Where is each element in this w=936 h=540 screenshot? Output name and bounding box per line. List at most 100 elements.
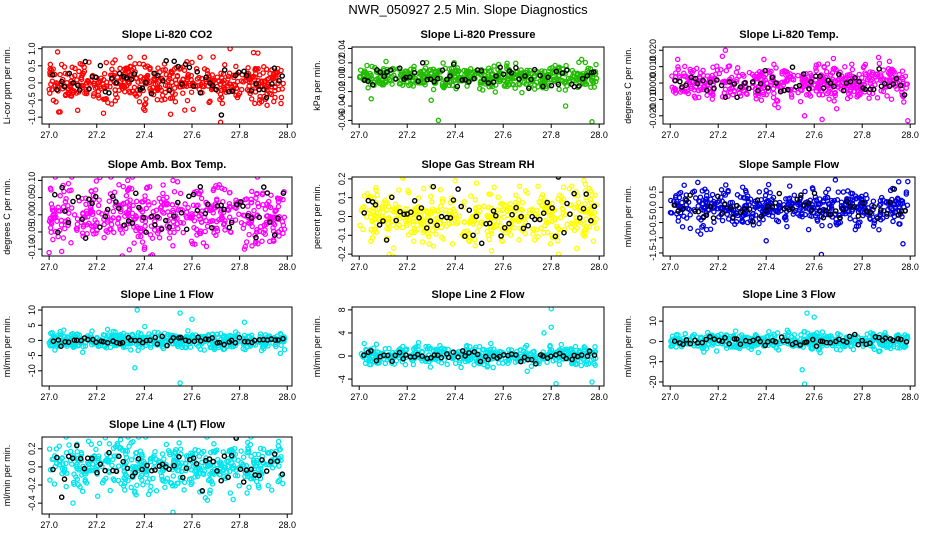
overlay-point	[776, 190, 783, 197]
overlay-point	[874, 215, 881, 222]
data-point	[112, 91, 119, 98]
outlier-point	[830, 55, 837, 62]
data-point	[182, 201, 188, 207]
panel-title: Slope Line 1 Flow	[121, 289, 214, 301]
overlay-point	[113, 199, 119, 205]
data-point	[465, 237, 472, 243]
data-point	[730, 333, 737, 339]
data-point	[533, 226, 540, 233]
overlay-point	[801, 202, 807, 208]
data-point	[440, 60, 446, 66]
data-point	[106, 198, 113, 204]
overlay-point	[79, 216, 85, 223]
data-point	[679, 224, 686, 230]
data-point	[410, 66, 417, 73]
x-tick-label: 27.4	[136, 130, 154, 140]
data-point	[169, 202, 176, 208]
data-point	[827, 222, 833, 229]
overlay-point	[552, 233, 559, 240]
data-point	[441, 84, 447, 91]
overlay-point	[142, 79, 149, 86]
data-point	[791, 331, 798, 338]
overlay-point	[377, 69, 384, 75]
data-point	[672, 87, 678, 94]
data-point	[585, 65, 591, 72]
data-point	[227, 81, 234, 87]
data-point	[167, 111, 174, 117]
overlay-point	[528, 356, 535, 363]
data-point	[142, 323, 148, 330]
data-point	[758, 335, 764, 342]
overlay-point	[58, 343, 64, 350]
y-tick-label: 0.010	[648, 55, 658, 78]
overlay-point	[75, 194, 82, 200]
overlay-point	[408, 209, 414, 215]
data-point	[750, 213, 756, 220]
data-point	[156, 234, 163, 241]
scatter-points	[668, 310, 911, 386]
data-point	[123, 343, 129, 350]
overlay-point	[490, 208, 497, 214]
data-point	[535, 183, 541, 190]
data-point	[498, 237, 505, 244]
data-point	[528, 70, 534, 77]
overlay-point	[800, 71, 807, 77]
data-point	[438, 224, 445, 231]
data-point	[203, 218, 209, 224]
data-point	[877, 201, 884, 207]
overlay-point	[518, 358, 524, 365]
data-point	[252, 240, 259, 246]
data-point	[852, 193, 859, 199]
data-point	[279, 218, 286, 225]
data-point	[257, 333, 263, 340]
data-point	[420, 185, 427, 192]
overlay-point	[694, 80, 701, 87]
data-point	[193, 66, 200, 72]
outlier-point	[177, 310, 183, 316]
data-point	[695, 179, 701, 186]
data-point	[845, 188, 851, 194]
data-point	[501, 214, 507, 220]
overlay-point	[218, 202, 224, 209]
overlay-point	[424, 76, 431, 83]
overlay-point	[878, 207, 884, 213]
overlay-point	[677, 78, 683, 85]
overlay-point	[256, 86, 263, 93]
data-point	[115, 216, 122, 222]
overlay-point	[878, 83, 885, 89]
y-tick-label: 0.05	[27, 189, 37, 207]
data-point	[83, 208, 90, 214]
overlay-point	[190, 191, 197, 198]
overlay-point	[70, 198, 76, 205]
data-point	[383, 207, 390, 213]
data-point	[168, 68, 174, 75]
overlay-point	[806, 86, 812, 92]
data-point	[695, 203, 701, 209]
overlay-point	[526, 85, 532, 92]
overlay-point	[711, 85, 717, 91]
overlay-point	[241, 338, 248, 345]
data-point	[521, 214, 527, 221]
data-point	[281, 214, 288, 221]
overlay-point	[447, 73, 453, 79]
data-point	[695, 228, 701, 234]
overlay-point	[758, 213, 764, 220]
data-point	[866, 75, 872, 81]
data-point	[488, 230, 495, 237]
x-tick-label: 27.2	[709, 130, 727, 140]
data-point	[126, 247, 133, 253]
overlay-point	[191, 338, 198, 345]
data-point	[512, 60, 519, 67]
data-point	[383, 58, 389, 65]
overlay-point	[280, 190, 287, 196]
data-point	[143, 96, 149, 102]
x-tick-label: 27.4	[757, 130, 775, 140]
overlay-point	[549, 205, 556, 211]
data-point	[391, 205, 397, 212]
overlay-point	[707, 203, 714, 210]
data-point	[876, 60, 883, 67]
overlay-point	[583, 191, 590, 197]
data-point	[138, 78, 144, 84]
data-point	[582, 181, 589, 187]
data-point	[254, 227, 260, 233]
